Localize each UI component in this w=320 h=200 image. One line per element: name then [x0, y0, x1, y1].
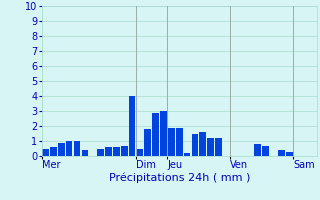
Bar	[152, 112, 159, 156]
Bar	[121, 146, 127, 156]
Bar	[105, 147, 112, 156]
Bar	[176, 128, 182, 156]
Bar	[113, 147, 120, 156]
Bar	[215, 138, 222, 156]
Bar	[82, 150, 88, 156]
Bar	[168, 128, 175, 156]
Bar	[74, 141, 80, 156]
Bar	[50, 147, 57, 156]
Bar	[192, 134, 198, 156]
Bar	[144, 129, 151, 156]
Bar	[42, 148, 49, 156]
Bar	[58, 142, 65, 156]
Bar	[129, 96, 135, 156]
Bar	[97, 148, 104, 156]
X-axis label: Précipitations 24h ( mm ): Précipitations 24h ( mm )	[108, 173, 250, 183]
Bar	[66, 141, 72, 156]
Bar	[262, 146, 269, 156]
Bar	[286, 152, 292, 156]
Bar	[278, 150, 285, 156]
Bar	[184, 153, 190, 156]
Bar	[137, 148, 143, 156]
Bar	[254, 144, 261, 156]
Bar	[160, 111, 167, 156]
Bar	[199, 132, 206, 156]
Bar	[207, 138, 214, 156]
